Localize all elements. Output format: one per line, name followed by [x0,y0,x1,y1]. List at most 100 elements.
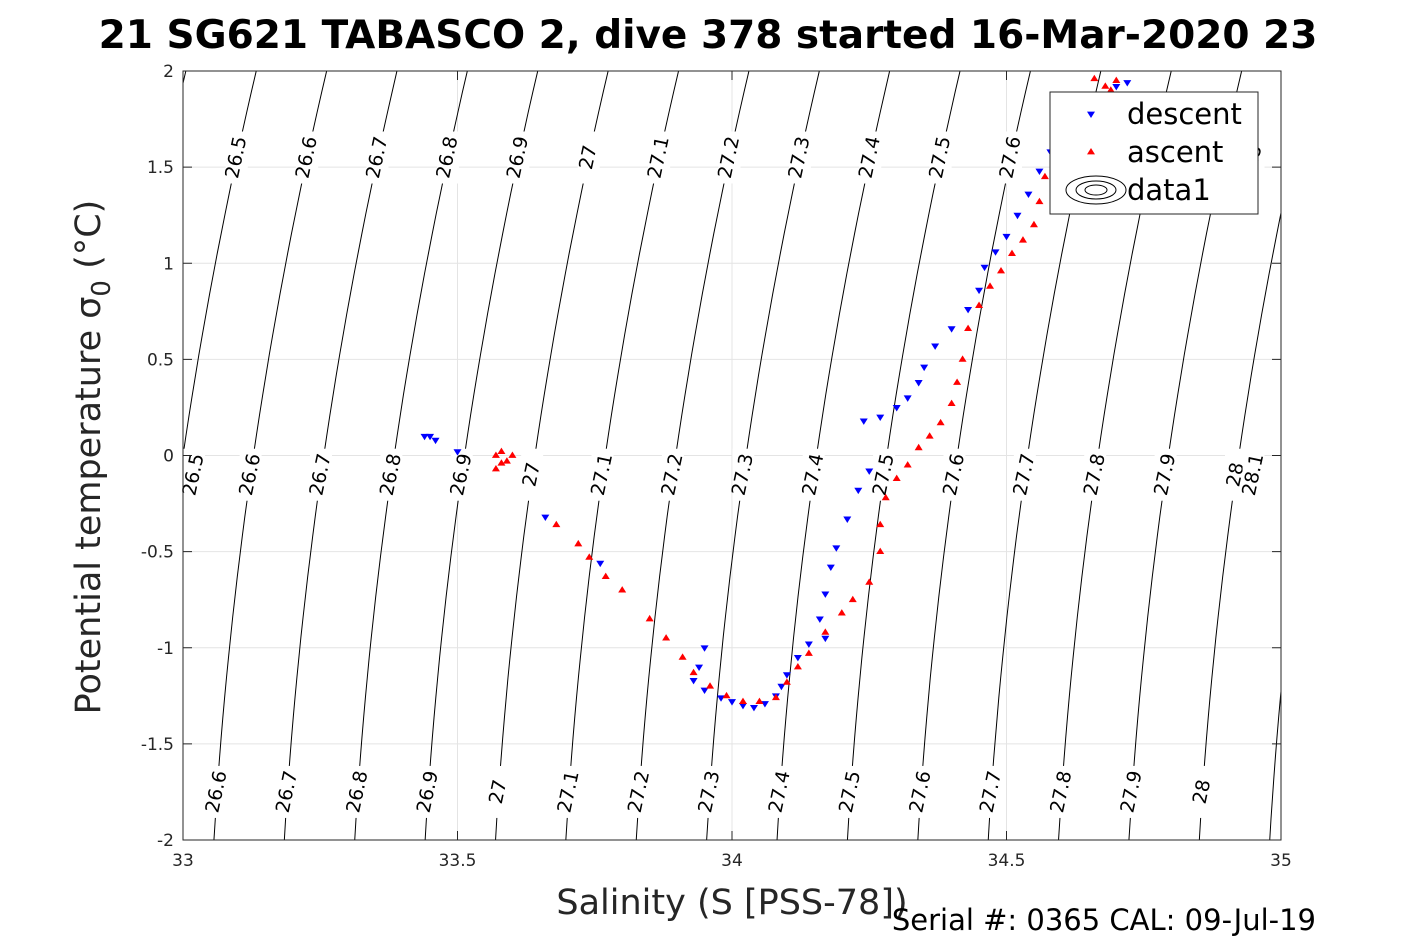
ascent-point [1007,249,1016,257]
ascent-point [865,578,874,585]
contour-label: 28 [1189,778,1216,806]
descent-point [964,306,973,314]
axis-ticks: 33 33.5 34 34.5 35 2 1.5 1 0.5 0 -0.5 -1 -1.5 -2 [141,62,1292,871]
descent-point [854,487,863,495]
ascent-point [502,457,511,464]
descent-point [876,414,885,422]
ascent-point [881,493,890,501]
ascent-point [914,443,923,451]
x-axis-label: Salinity (S [PSS-78]) [556,883,907,923]
y-tick-label: -2 [157,831,174,851]
ascent-point [925,432,934,439]
chart-title: 21 SG621 TABASCO 2, dive 378 started 16-… [99,13,1318,58]
ascent-point [497,447,506,455]
y-axis-label: Potential temperature σ0 (°C) [69,200,117,715]
descent-point [980,264,989,272]
descent-point [695,664,704,671]
ascent-point [876,520,885,528]
descent-point [541,514,550,522]
ascent-point [585,553,594,560]
ascent-point [986,282,995,289]
x-tick-label: 34 [721,851,743,871]
plot-area: 26.5 26.6 26.7 26.8 26.9 27 27.1 27.2 27.3 27.4 27… [141,62,1292,871]
descent-point [865,468,874,475]
legend-descent-marker [1087,111,1095,118]
legend-box [1049,91,1259,215]
isopycnal-line [183,71,257,460]
y-tick-label: -1.5 [141,735,174,755]
descent-point [426,433,435,441]
descent-point [804,641,813,648]
descent-point [431,437,440,445]
ascent-point [678,653,687,660]
ascent-point [645,614,654,622]
ascent-point [958,355,967,362]
y-tick-label: -1 [157,639,174,659]
y-axis-label-main: Potential temperature σ [69,297,109,715]
descent-point [859,418,868,425]
x-tick-label: 33 [172,851,194,871]
ascent-point [821,628,830,635]
ascent-point [491,464,500,472]
legend-contour-icon [1075,180,1117,200]
ascent-point [601,572,610,580]
descent-point [931,343,940,350]
legend: descent ascent data1 [1049,91,1259,215]
descent-point [782,672,791,679]
descent-point [914,380,923,387]
descent-point [793,654,802,662]
descent-point [920,364,929,372]
x-tick-label: 35 [1270,851,1292,871]
descent-point [717,695,726,702]
legend-contour-icon [1084,184,1108,196]
descent-point [1123,80,1132,87]
legend-descent-label: descent [1127,97,1242,131]
ascent-point [1106,86,1115,93]
ascent-point [782,678,791,685]
ascent-point [1101,82,1110,89]
ascent-point [947,399,956,406]
isopycnal-line [1269,685,1281,840]
ascent-point [722,691,731,699]
ascent-point [892,474,901,481]
descent-point [947,326,956,333]
ascent-point [689,668,698,676]
ascent-point [662,634,671,641]
descent-point [1002,233,1011,241]
ascent-point [997,266,1006,274]
ascent-point [804,649,813,656]
descent-point [821,591,830,598]
ascent-point [1035,197,1044,205]
ascent-point [903,461,912,468]
ascent-point [574,539,583,547]
descent-point [821,635,830,643]
x-tick-label: 34.5 [988,851,1026,871]
ascent-point [936,418,945,426]
ascent-point [793,662,802,670]
y-tick-label: 0 [163,447,174,467]
ascent-point [975,301,984,308]
ascent-point [1029,220,1038,228]
ascent-point [706,682,715,689]
contour-label: 27 [518,460,545,488]
y-tick-label: 1.5 [147,158,174,178]
descent-point [749,704,758,712]
ascent-point [837,609,846,616]
ascent-point [1090,74,1099,82]
descent-point [760,701,769,708]
descent-point [975,287,984,295]
descent-point [700,645,709,652]
descent-point [453,449,462,456]
descent-point [1013,212,1022,220]
descent-point [892,405,901,412]
descent-point [689,678,698,685]
legend-ascent-label: ascent [1127,135,1223,169]
descent-point [1024,191,1033,199]
ascent-point [497,459,506,466]
descent-point [815,616,824,623]
legend-contour-icon [1065,175,1127,205]
ascent-point [964,324,973,332]
descent-point [832,545,841,552]
y-axis-label-unit: (°C) [69,200,109,280]
ascent-point [508,451,517,458]
